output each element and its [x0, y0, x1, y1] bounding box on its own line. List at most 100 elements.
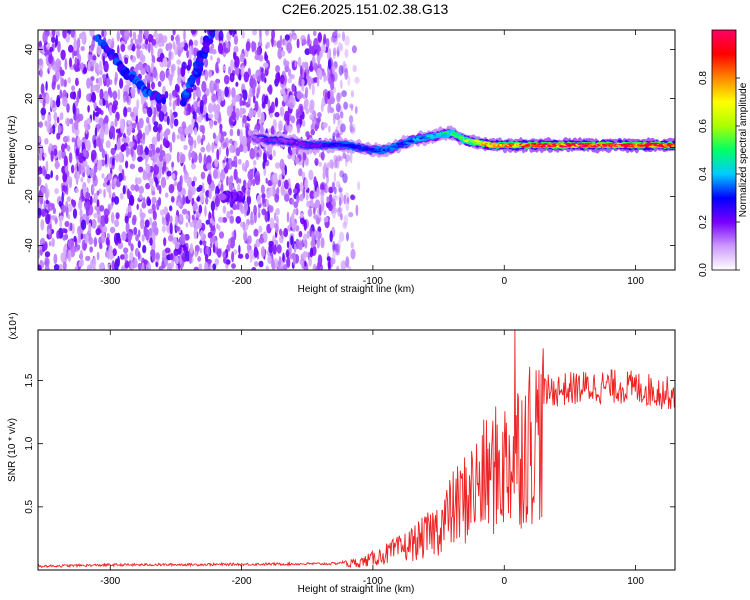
spectrogram-cell — [83, 242, 87, 251]
spectrogram-cell — [139, 49, 144, 62]
spectrogram-cell — [200, 171, 206, 180]
spectrogram-cell — [93, 212, 99, 219]
spectrogram-cell — [124, 215, 129, 224]
spectrogram-cell — [222, 142, 228, 148]
spectrogram-cell — [319, 50, 323, 59]
spectrogram-cell — [62, 136, 69, 143]
spectrogram-cell — [59, 89, 63, 99]
spectrogram-cell — [45, 160, 49, 173]
spectrogram-cell — [95, 78, 100, 84]
spectrogram-cell — [97, 159, 103, 171]
spectrogram-cell — [115, 153, 119, 163]
spectrogram-cell — [132, 31, 137, 41]
spectrogram-cell — [290, 198, 295, 205]
spectrogram-cell — [67, 238, 74, 249]
spectrogram-cell — [293, 201, 299, 209]
spectrogram-cell — [269, 112, 273, 118]
spectrogram-cell — [183, 169, 188, 175]
spectrogram-cell — [225, 259, 231, 265]
spectrogram-cell — [267, 99, 271, 109]
spectrogram-cell — [316, 187, 320, 198]
spectrogram-cell — [99, 88, 104, 101]
spectrogram-cell — [222, 65, 226, 71]
spectrogram-cell — [129, 194, 135, 206]
spectrogram-cell — [111, 196, 115, 203]
spectrogram-cell — [150, 46, 154, 58]
spectrogram-cell — [183, 30, 186, 41]
spectrogram-cell — [208, 113, 214, 119]
spectrogram-cell — [210, 55, 213, 61]
spectrogram-cell — [208, 190, 212, 200]
spectrogram-cell — [245, 253, 250, 260]
spectrogram-cell — [304, 178, 309, 191]
spectrogram-cell — [309, 45, 315, 55]
spectrogram-cell — [120, 43, 126, 53]
spectrogram-cell — [236, 200, 240, 210]
spectrogram-cell — [354, 105, 358, 115]
spectrogram-cell — [199, 247, 203, 254]
spectrogram-cell — [163, 130, 168, 139]
spectrogram-cell — [128, 238, 132, 247]
spectrogram-cell — [304, 260, 307, 267]
spectrogram-cell — [236, 128, 241, 137]
spectrogram-cell — [78, 152, 84, 164]
spectrogram-cell — [182, 194, 186, 206]
spectrogram-cell — [149, 76, 154, 83]
spectrogram-cell — [70, 164, 75, 174]
spectrogram-cell — [165, 152, 170, 164]
spectrogram-cell — [217, 95, 222, 104]
spectrogram-cell — [90, 76, 95, 82]
spectrogram-cell — [164, 247, 171, 254]
spectrogram-cell — [96, 43, 102, 56]
spectrogram-cell — [344, 67, 349, 80]
spectrogram-cell — [85, 255, 91, 262]
spectrogram-cell — [147, 34, 154, 43]
spectrogram-cell — [212, 132, 216, 140]
snr-y-multiplier: (x10⁴) — [8, 312, 19, 339]
spectrogram-cell — [199, 105, 204, 115]
spectrogram-cell — [290, 235, 294, 246]
spectrogram-cell — [38, 208, 42, 216]
spectrogram-cell — [232, 204, 238, 211]
spectrogram-cell — [261, 67, 264, 74]
spectrogram-cell — [45, 81, 48, 91]
spectrogram-cell — [271, 259, 275, 269]
spectrogram-cell — [218, 231, 225, 239]
spectrogram-cell — [198, 204, 203, 214]
spectrogram-cell — [136, 47, 141, 59]
spectrogram-cell — [205, 112, 209, 122]
spectrogram-cell — [136, 99, 140, 110]
spectrogram-cell — [90, 43, 95, 52]
spectrogram-cell — [45, 93, 50, 105]
spectrogram-cell — [145, 228, 150, 241]
spectrogram-cell — [283, 227, 289, 238]
spectrogram-cell — [65, 117, 70, 126]
spectrogram-cell — [282, 264, 288, 270]
spectrogram-cell — [342, 173, 348, 184]
spectrogram-cell — [296, 38, 300, 49]
spectrogram-cell — [314, 199, 321, 209]
spectrogram-cell — [269, 154, 273, 161]
spectrogram-cell — [204, 30, 207, 34]
spectrogram-cell — [222, 162, 226, 168]
spectrogram-cell — [115, 258, 119, 265]
spectrogram-cell — [326, 196, 330, 204]
spectrogram-cell — [206, 162, 212, 171]
spectrogram-cell — [270, 125, 275, 136]
spectrogram-cell — [251, 266, 257, 270]
spectrogram-cell — [137, 262, 142, 270]
spectrogram-cell — [339, 192, 344, 204]
spectrogram-cell — [311, 230, 315, 242]
spectrogram-cell — [282, 252, 285, 263]
spectrogram-cell — [40, 219, 45, 231]
spectrogram-cell — [142, 196, 146, 207]
spectrogram-cell — [275, 208, 280, 216]
spectrogram-cell — [98, 143, 104, 153]
spectrogram-cell — [164, 192, 169, 198]
spectrogram-cell — [102, 182, 108, 188]
spectrogram-cell — [164, 140, 170, 149]
spectrogram-cell — [101, 148, 105, 159]
spectrogram-cell — [120, 144, 126, 152]
spectrogram-cell — [52, 207, 57, 215]
spectrogram-cell — [320, 237, 325, 249]
